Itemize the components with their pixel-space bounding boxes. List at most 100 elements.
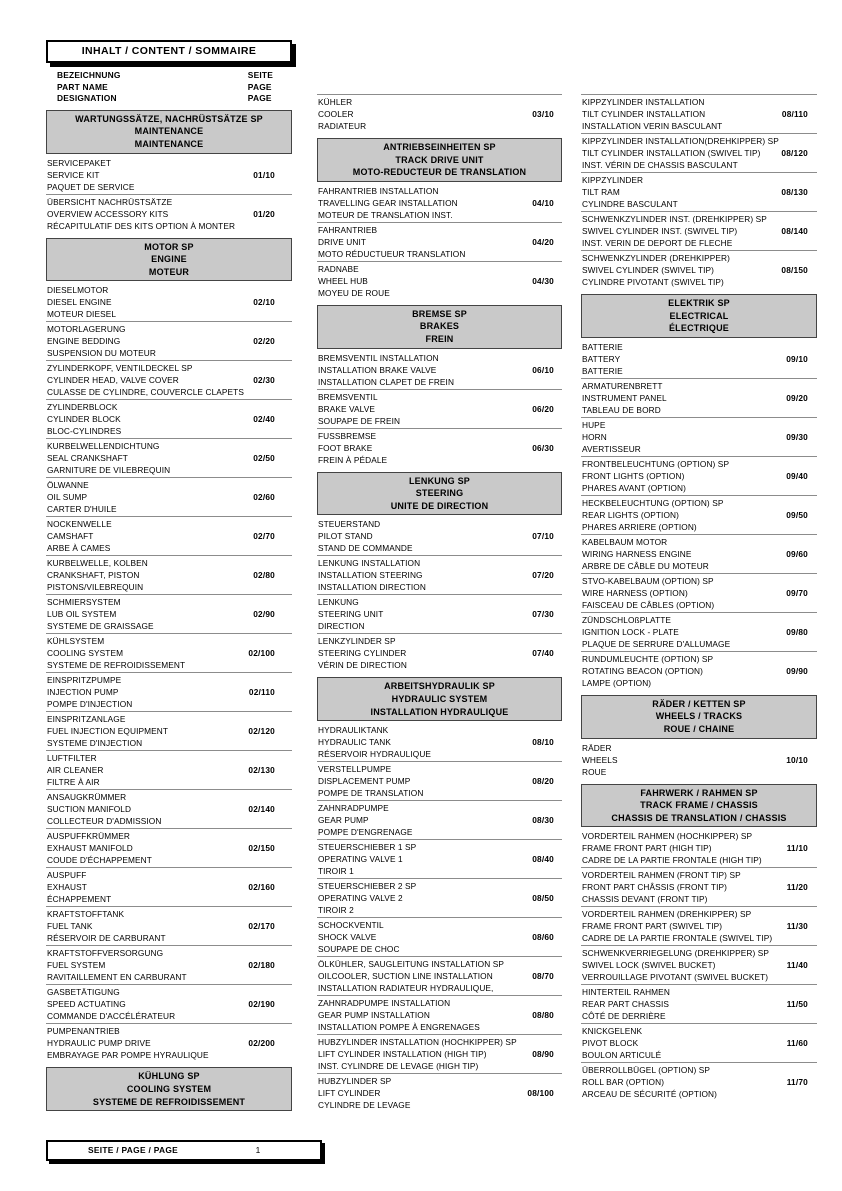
entry-name-de: KIPPZYLINDER bbox=[582, 175, 644, 185]
entry-page-number: 09/20 bbox=[786, 392, 808, 403]
entry-name-en: REAR LIGHTS (OPTION) bbox=[582, 509, 679, 520]
entry-page-number: 04/30 bbox=[532, 275, 554, 286]
entry-page-number: 09/30 bbox=[786, 431, 808, 442]
entry-name-en: SPEED ACTUATING bbox=[47, 999, 126, 1010]
entry-name-en: SEAL CRANKSHAFT bbox=[47, 453, 128, 464]
entry-name-fr: SYSTEME D'INJECTION bbox=[47, 738, 143, 749]
section-header: FAHRWERK / RAHMEN SP TRACK FRAME / CHASSI… bbox=[581, 783, 817, 828]
toc-entry: VORDERTEIL RAHMEN (FRONT TIP) SP FRONT PA… bbox=[581, 868, 817, 908]
entry-name-en: ROLL BAR (OPTION) bbox=[582, 1077, 665, 1088]
entry-name-en: STEERING UNIT bbox=[318, 609, 384, 620]
toc-entry: BATTERIE BATTERY BATTERIE 09/10 bbox=[581, 340, 817, 379]
section-title-line: BRAKES bbox=[419, 321, 460, 332]
toc-entry: LUFTFILTER AIR CLEANER FILTRE À AIR 02/130 bbox=[46, 751, 292, 791]
entry-name-fr: ARBRE DE CÂBLE DU MOTEUR bbox=[582, 560, 709, 571]
entry-page-number: 08/140 bbox=[781, 226, 808, 236]
entry-name-en: WIRING HARNESS ENGINE bbox=[582, 548, 692, 559]
entry-name-fr: TIROIR 1 bbox=[318, 866, 354, 877]
page-label-en: PAGE bbox=[247, 81, 272, 92]
entry-page-number: 11/30 bbox=[786, 921, 808, 932]
entry-name-fr: INST. CYLINDRE DE LEVAGE (HIGH TIP) bbox=[318, 1061, 479, 1072]
entry-page-number: 02/80 bbox=[253, 570, 275, 581]
designation-label-de: BEZEICHNUNG bbox=[57, 70, 121, 80]
entry-name-de: ZAHNRADPUMPE bbox=[318, 803, 389, 814]
entry-name-de: EINSPRITZPUMPE bbox=[47, 675, 122, 686]
entry-name-fr: CADRE DE LA PARTIE FRONTALE (HIGH TIP) bbox=[582, 855, 762, 866]
entry-name-de: VORDERTEIL RAHMEN (DREHKIPPER) SP bbox=[582, 909, 752, 920]
entry-name-de: HYDRAULIKTANK bbox=[318, 725, 389, 736]
entry-page-number: 08/60 bbox=[532, 932, 554, 943]
entry-name-de: ÜBERSICHT NACHRÜSTSÄTZE bbox=[47, 196, 173, 207]
entry-name-fr: CÔTÉ DE DERRIÈRE bbox=[582, 1011, 666, 1022]
entry-name-en: AIR CLEANER bbox=[47, 765, 104, 776]
toc-entry: EINSPRITZPUMPE INJECTION PUMP POMPE D'INJE… bbox=[46, 673, 292, 713]
entry-name-de: DIESELMOTOR bbox=[47, 285, 109, 296]
section-header: ELEKTRIK SP ELECTRICAL ÉLECTRIQUE bbox=[581, 294, 817, 338]
entry-name-fr: INST. VERIN DE DEPORT DE FLECHE bbox=[582, 238, 733, 248]
entry-page-number: 08/30 bbox=[532, 815, 554, 826]
entry-page-number: 11/10 bbox=[786, 843, 808, 854]
section-title-line: KÜHLUNG SP bbox=[138, 1071, 200, 1082]
entry-page-number: 08/10 bbox=[532, 737, 554, 748]
entry-name-en: ENGINE BEDDING bbox=[47, 336, 121, 347]
entry-name-fr: MOTO RÉDUCTUEUR TRANSLATION bbox=[318, 248, 466, 259]
toc-entry: KURBELWELLE, KOLBEN CRANKSHAFT, PISTON PIS… bbox=[46, 556, 292, 596]
toc-entry: LENKUNG STEERING UNIT DIRECTION 07/30 bbox=[317, 595, 562, 635]
entry-name-fr: COUDE D'ÉCHAPPEMENT bbox=[47, 855, 152, 866]
entry-name-de: SCHWENKVERRIEGELUNG (DREHKIPPER) SP bbox=[582, 948, 769, 959]
entry-page-number: 08/20 bbox=[532, 776, 554, 787]
section-title-line: COOLING SYSTEM bbox=[126, 1083, 212, 1094]
entry-page-number: 09/90 bbox=[786, 665, 808, 676]
entry-name-de: ANSAUGKRÜMMER bbox=[47, 792, 127, 803]
entry-page-number: 09/10 bbox=[786, 353, 808, 364]
entry-page-number: 06/20 bbox=[532, 403, 554, 414]
entry-page-number: 08/130 bbox=[781, 187, 808, 197]
toc-column-1-entries: WARTUNGSSÄTZE, NACHRÜSTSÄTZE SP MAINTENAN… bbox=[46, 109, 292, 1112]
entry-name-de: STEUERSTAND bbox=[318, 519, 381, 530]
toc-entry: KIPPZYLINDER INSTALLATION(DREHKIPPER) SP… bbox=[581, 134, 817, 173]
footer-page-number: 1 bbox=[255, 1145, 261, 1155]
toc-entry: VORDERTEIL RAHMEN (HOCHKIPPER) SP FRAME F… bbox=[581, 829, 817, 869]
toc-entry: RÄDER WHEELS ROUE 10/10 bbox=[581, 741, 817, 779]
toc-entry: SCHWENKVERRIEGELUNG (DREHKIPPER) SP SWIVE… bbox=[581, 946, 817, 986]
entry-page-number: 11/50 bbox=[786, 999, 808, 1010]
entry-page-number: 08/120 bbox=[781, 148, 808, 158]
entry-name-en: GEAR PUMP INSTALLATION bbox=[318, 1010, 430, 1021]
toc-entry: PUMPENANTRIEB HYDRAULIC PUMP DRIVE EMBRAYA… bbox=[46, 1024, 292, 1062]
toc-entry: KÜHLSYSTEM COOLING SYSTEM SYSTEME DE REFRO… bbox=[46, 634, 292, 674]
entry-name-en: WHEELS bbox=[582, 754, 618, 765]
entry-name-en: HYDRAULIC TANK bbox=[318, 737, 392, 748]
toc-entry: SCHOCKVENTIL SHOCK VALVE SOUPAPE DE CHOC 08… bbox=[317, 918, 562, 958]
entry-name-de: ZYLINDERKOPF, VENTILDECKEL SP bbox=[47, 363, 193, 374]
toc-entry: STVO-KABELBAUM (OPTION) SP WIRE HARNESS (… bbox=[581, 574, 817, 613]
section-title-line: UNITE DE DIRECTION bbox=[390, 500, 489, 511]
section-header: KÜHLUNG SP COOLING SYSTEM SYSTEME DE REFRO… bbox=[46, 1067, 292, 1112]
toc-entry: AUSPUFF EXHAUST ÉCHAPPEMENT 02/160 bbox=[46, 868, 292, 908]
toc-entry: LENKZYLINDER SP STEERING CYLINDER VÉRIN DE… bbox=[317, 634, 562, 672]
section-title-line: MOTO-REDUCTEUR DE TRANSLATION bbox=[352, 167, 527, 178]
section-title-line: WARTUNGSSÄTZE, NACHRÜSTSÄTZE SP bbox=[75, 113, 263, 124]
entry-name-en: BATTERY bbox=[582, 353, 621, 364]
entry-name-en: LIFT CYLINDER INSTALLATION (HIGH TIP) bbox=[318, 1049, 487, 1060]
entry-name-fr: CHASSIS DEVANT (FRONT TIP) bbox=[582, 894, 708, 905]
toc-entry: KURBELWELLENDICHTUNG SEAL CRANKSHAFT GARNI… bbox=[46, 439, 292, 479]
page-footer: SEITE / PAGE / PAGE 1 bbox=[46, 1140, 322, 1161]
entry-name-fr: MOTEUR DIESEL bbox=[47, 309, 117, 320]
entry-name-en: SHOCK VALVE bbox=[318, 932, 377, 943]
entry-name-en: TILT RAM bbox=[582, 187, 620, 197]
entry-name-fr: MOTEUR DE TRANSLATION INST. bbox=[318, 209, 453, 220]
entry-page-number: 06/10 bbox=[532, 364, 554, 375]
entry-page-number: 08/150 bbox=[781, 265, 808, 275]
section-header: MOTOR SP ENGINE MOTEUR bbox=[46, 237, 292, 282]
toc-entry: RUNDUMLEUCHTE (OPTION) SP ROTATING BEACON… bbox=[581, 652, 817, 690]
section-title-line: BREMSE SP bbox=[412, 308, 467, 319]
entry-name-de: ZÜNDSCHLOßPLATTE bbox=[582, 614, 672, 625]
entry-name-de: VERSTELLPUMPE bbox=[318, 764, 392, 775]
entry-name-de: RADNABE bbox=[318, 263, 359, 274]
section-title-line: ENGINE bbox=[151, 254, 187, 265]
toc-entry: KIPPZYLINDER TILT RAM CYLINDRE BASCULANT 08… bbox=[581, 173, 817, 212]
entry-page-number: 01/20 bbox=[253, 208, 275, 219]
entry-name-fr: POMPE D'ENGRENAGE bbox=[318, 827, 413, 838]
entry-name-fr: BATTERIE bbox=[582, 365, 623, 376]
entry-name-fr: SOUPAPE DE CHOC bbox=[318, 944, 400, 955]
